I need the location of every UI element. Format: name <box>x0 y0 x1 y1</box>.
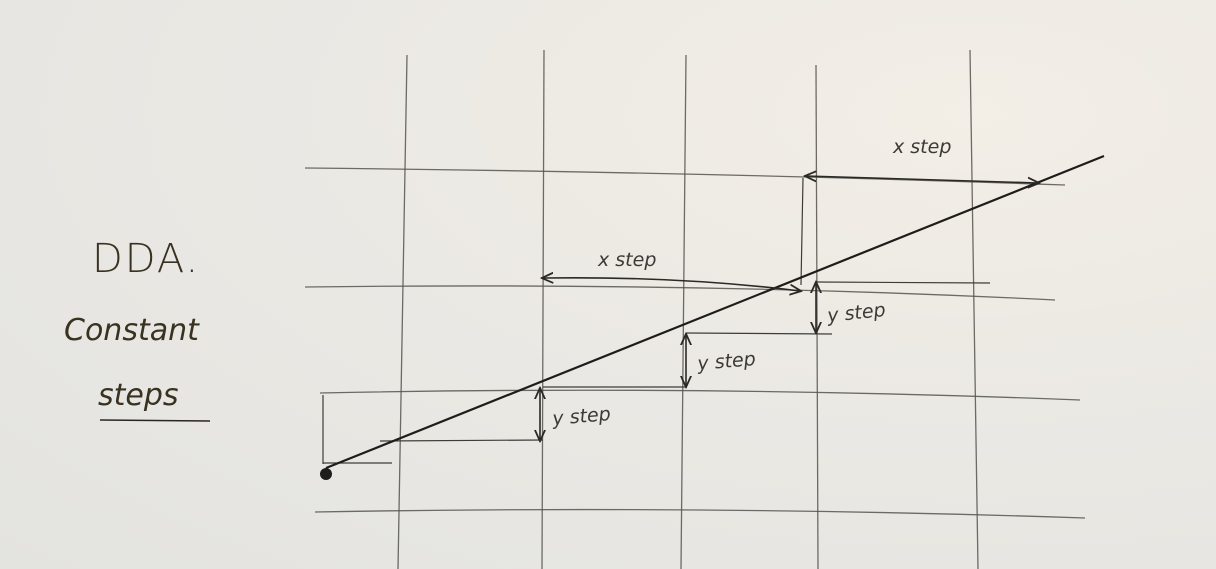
ray-origin-point <box>320 468 332 480</box>
grid-line-v1 <box>397 54 408 569</box>
grid-line-v3 <box>680 54 687 569</box>
label-y-step-left: y step <box>551 403 612 430</box>
x-step-top-arrow <box>806 176 1038 183</box>
step-horizontal-3 <box>685 332 833 335</box>
diagram-title: DDA. <box>92 236 200 282</box>
step-arrows <box>540 176 1038 440</box>
grid-line-v2 <box>541 49 545 569</box>
step-horizontal-4 <box>815 281 991 284</box>
grid-line-h4 <box>314 508 1086 519</box>
grid-line-h3 <box>319 389 1081 401</box>
diagram-subtitle-constant: Constant <box>64 313 200 348</box>
step-construction-lines <box>322 177 991 464</box>
label-y-step-mid: y step <box>696 348 757 375</box>
label-x-step-mid: x step <box>597 249 656 271</box>
step-horizontal-1 <box>379 439 544 442</box>
x-step-mid-arrow <box>543 278 800 291</box>
grid-line-h2 <box>304 285 1056 301</box>
grid-horizontal-lines <box>304 167 1086 519</box>
grid-vertical-lines <box>397 49 979 569</box>
grid-line-v5 <box>969 49 979 569</box>
dda-ray-line <box>325 154 1105 470</box>
step-vertical-top <box>800 177 804 286</box>
label-y-step-right: y step <box>825 299 886 327</box>
label-x-step-top: x step <box>892 136 951 158</box>
steps-underline <box>99 419 211 422</box>
diagram-subtitle-steps: steps <box>98 378 179 413</box>
